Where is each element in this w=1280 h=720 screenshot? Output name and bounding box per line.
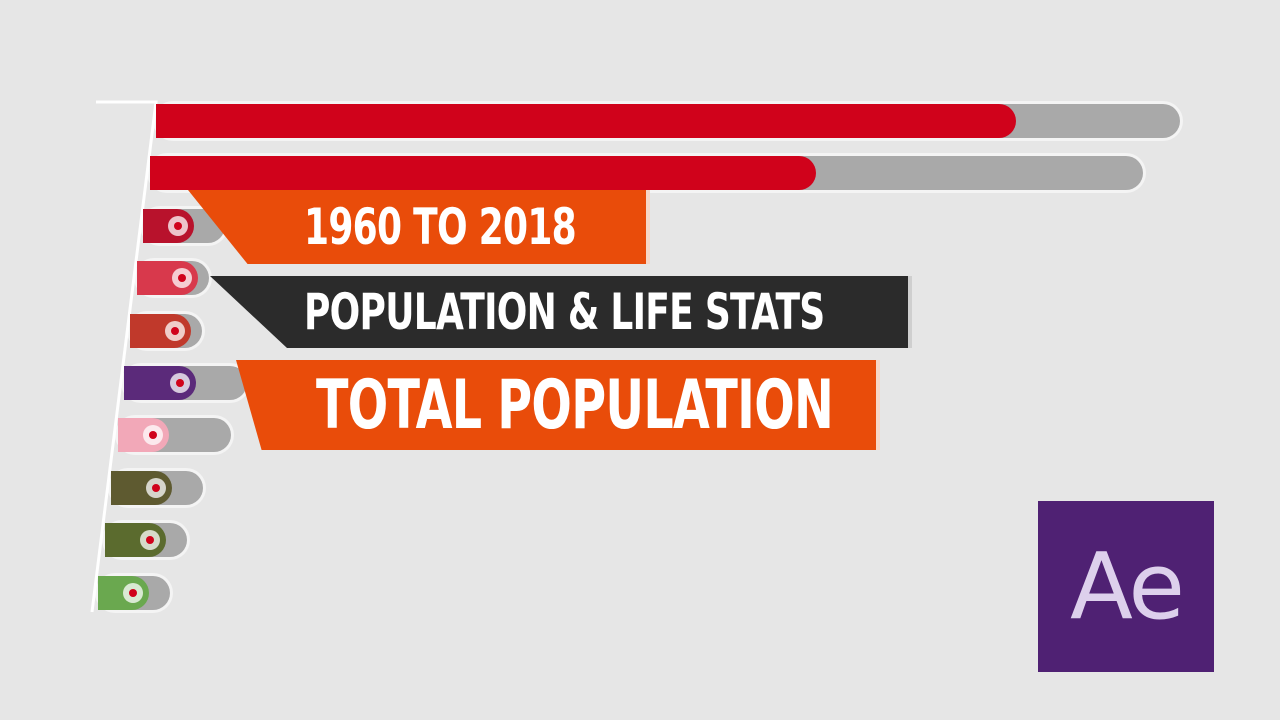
metric-banner: TOTAL POPULATION — [236, 360, 876, 450]
years-banner-edge — [646, 190, 650, 264]
bar-track — [105, 523, 187, 557]
after-effects-logo: Ae — [1038, 501, 1214, 672]
flag-icon — [123, 583, 143, 603]
flag-icon — [170, 373, 190, 393]
bar-track — [156, 104, 1180, 138]
flag-dot-icon — [149, 431, 157, 439]
bar-track — [124, 366, 247, 400]
flag-icon — [143, 425, 163, 445]
years-banner: 1960 TO 2018 — [188, 190, 646, 264]
bar-value — [156, 104, 1016, 138]
bar-track — [130, 314, 202, 348]
subtitle-label: POPULATION & LIFE STATS — [304, 283, 825, 341]
subtitle-banner-edge — [908, 276, 912, 348]
subtitle-banner: POPULATION & LIFE STATS — [210, 276, 910, 348]
flag-icon — [168, 216, 188, 236]
metric-banner-edge — [876, 360, 880, 450]
flag-dot-icon — [146, 536, 154, 544]
metric-label: TOTAL POPULATION — [316, 365, 834, 445]
bar-track — [98, 576, 170, 610]
bar-track — [143, 209, 225, 243]
bar-value — [150, 156, 816, 190]
flag-icon — [165, 321, 185, 341]
after-effects-logo-text: Ae — [1070, 532, 1185, 640]
flag-icon — [172, 268, 192, 288]
years-label: 1960 TO 2018 — [304, 198, 577, 256]
flag-dot-icon — [176, 379, 184, 387]
bar-track — [111, 471, 203, 505]
flag-dot-icon — [178, 274, 186, 282]
flag-icon — [146, 478, 166, 498]
flag-icon — [140, 530, 160, 550]
bar-track — [137, 261, 209, 295]
flag-dot-icon — [171, 327, 179, 335]
flag-dot-icon — [152, 484, 160, 492]
flag-dot-icon — [174, 222, 182, 230]
bar-track — [150, 156, 1143, 190]
bar-track — [118, 418, 231, 452]
flag-dot-icon — [129, 589, 137, 597]
